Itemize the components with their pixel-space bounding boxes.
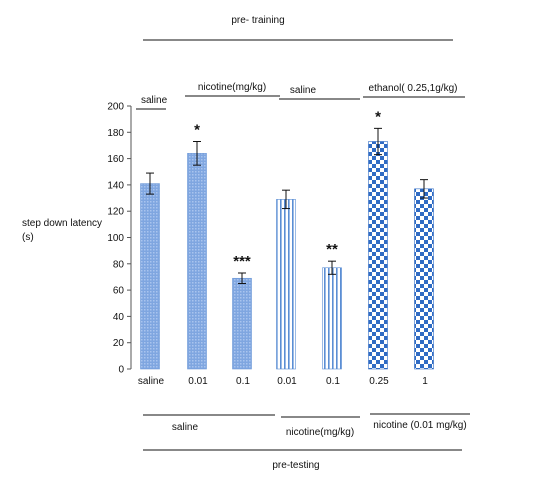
y-tick-label: 20	[113, 338, 125, 349]
x-tick-label: 0.25	[369, 376, 389, 387]
bar	[414, 188, 434, 370]
y-tick-label: 100	[107, 233, 124, 244]
significance-marker: *	[375, 108, 381, 125]
bar	[322, 267, 342, 370]
pretraining-group-label: nicotine(mg/kg)	[198, 82, 266, 93]
y-tick-label: 200	[107, 102, 124, 113]
y-tick-label: 80	[113, 259, 125, 270]
bar	[232, 277, 252, 370]
significance-marker: **	[326, 241, 338, 258]
pretraining-label: pre- training	[231, 15, 284, 26]
pretesting-group-label: saline	[172, 422, 199, 433]
bar	[187, 153, 207, 370]
y-tick-label: 180	[107, 128, 124, 139]
x-tick-label: 1	[422, 376, 428, 387]
y-axis-label: step down latency (s)	[22, 218, 105, 243]
y-tick-label: 120	[107, 207, 124, 218]
bar	[368, 141, 388, 370]
pretraining-group-label: saline	[290, 85, 317, 96]
pretraining-group-label: saline	[141, 95, 168, 106]
pretesting-group-label: nicotine (0.01 mg/kg)	[373, 420, 466, 431]
x-tick-label: 0.1	[326, 376, 340, 387]
pretesting-label: pre-testing	[272, 460, 319, 471]
y-tick-label: 140	[107, 180, 124, 191]
pretraining-group-label: ethanol( 0.25,1g/kg)	[369, 83, 458, 94]
significance-marker: *	[194, 122, 200, 139]
bar	[276, 199, 296, 370]
x-tick-label: saline	[138, 376, 165, 387]
y-tick-label: 160	[107, 154, 124, 165]
x-tick-label: 0.01	[277, 376, 297, 387]
significance-marker: ***	[233, 253, 251, 270]
y-tick-label: 0	[118, 365, 124, 376]
x-tick-label: 0.1	[236, 376, 250, 387]
x-tick-label: 0.01	[188, 376, 208, 387]
y-tick-label: 40	[113, 312, 125, 323]
pretesting-group-label: nicotine(mg/kg)	[286, 427, 354, 438]
y-tick-label: 60	[113, 286, 125, 297]
bar	[140, 183, 160, 370]
